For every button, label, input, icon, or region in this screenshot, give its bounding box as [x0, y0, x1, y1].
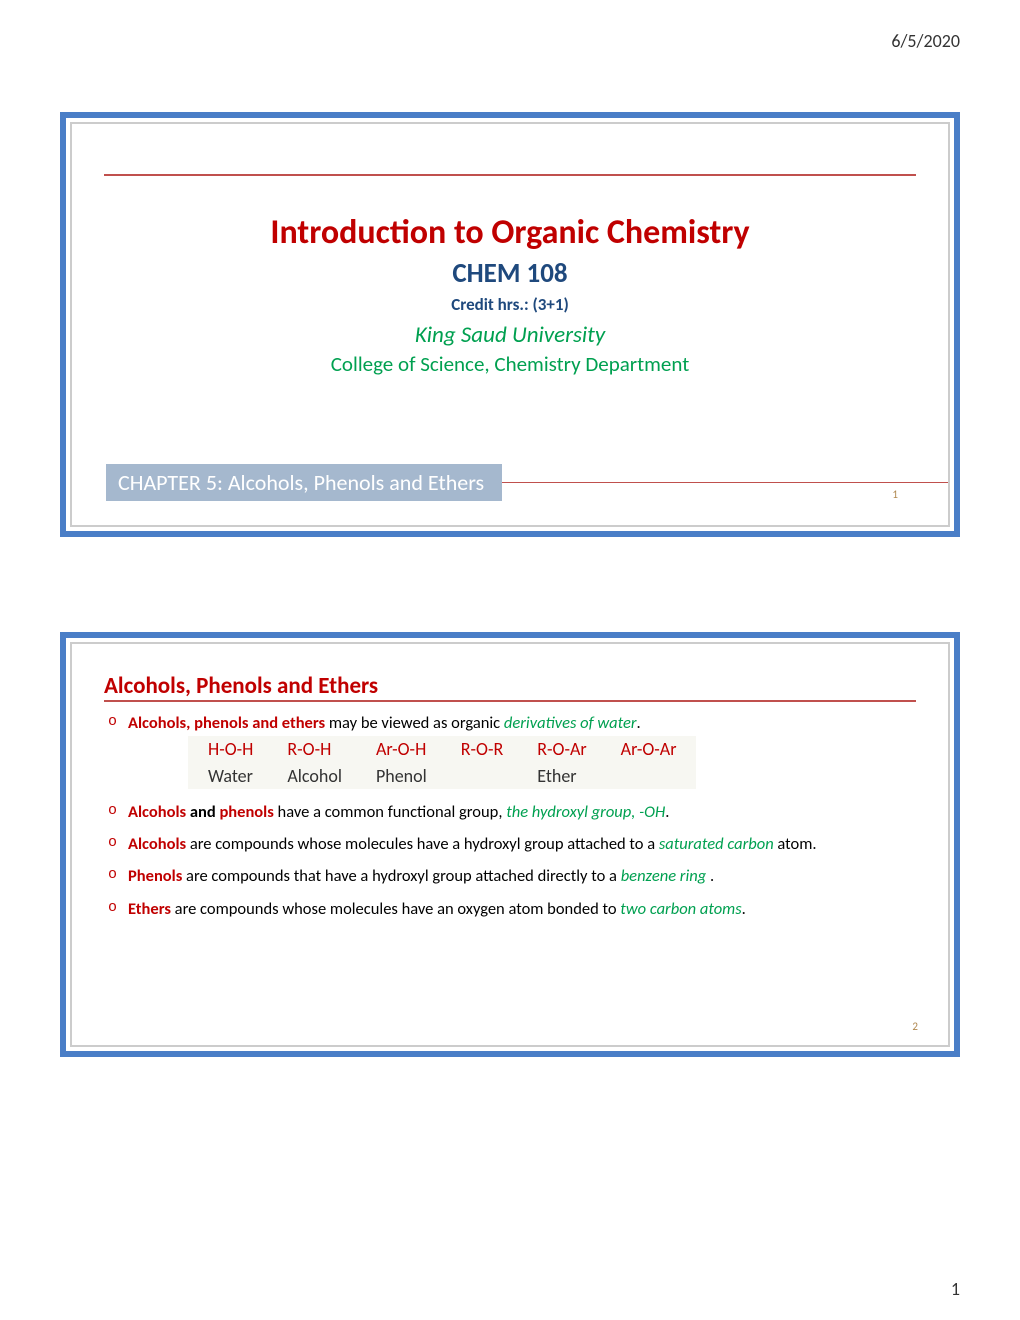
divider — [104, 174, 916, 176]
text: may be viewed as organic — [325, 713, 504, 733]
formula-cell: R-O-R — [447, 736, 518, 762]
bullet-item: Alcohols, phenols and ethers may be view… — [104, 712, 916, 789]
keyword: Alcohols — [128, 834, 186, 854]
slide-number: 1 — [892, 488, 898, 501]
table-row: H-O-H R-O-H Ar-O-H R-O-R R-O-Ar Ar-O-Ar — [194, 736, 690, 762]
text: . — [637, 713, 641, 733]
slide-2-inner: Alcohols, Phenols and Ethers Alcohols, p… — [70, 642, 950, 1047]
chapter-bar: CHAPTER 5: Alcohols, Phenols and Ethers — [72, 464, 948, 501]
label-cell: Phenol — [362, 763, 441, 789]
slide-2: Alcohols, Phenols and Ethers Alcohols, p… — [60, 632, 960, 1057]
bullet-item: Ethers are compounds whose molecules hav… — [104, 898, 916, 920]
text: . — [665, 802, 669, 822]
bullet-item: Phenols are compounds that have a hydrox… — [104, 865, 916, 887]
formula-cell: R-O-H — [273, 736, 356, 762]
bullet-item: Alcohols are compounds whose molecules h… — [104, 833, 916, 855]
formula-cell: Ar-O-H — [362, 736, 441, 762]
university-name: King Saud University — [104, 321, 916, 349]
chapter-title: CHAPTER 5: Alcohols, Phenols and Ethers — [106, 464, 502, 501]
emphasis: benzene ring — [621, 866, 710, 886]
formula-cell: R-O-Ar — [523, 736, 600, 762]
keyword: phenols — [219, 802, 273, 822]
keyword: Alcohols — [128, 802, 186, 822]
label-cell: Water — [194, 763, 267, 789]
slide-heading: Alcohols, Phenols and Ethers — [104, 672, 916, 702]
divider — [502, 482, 948, 483]
label-cell — [447, 763, 518, 789]
emphasis: derivatives of water — [504, 713, 637, 733]
bullet-item: Alcohols and phenols have a common funct… — [104, 801, 916, 823]
text: . — [742, 899, 746, 919]
bullet-list: Alcohols, phenols and ethers may be view… — [104, 712, 916, 920]
document-date: 6/5/2020 — [60, 30, 960, 52]
formula-table: H-O-H R-O-H Ar-O-H R-O-R R-O-Ar Ar-O-Ar … — [188, 736, 696, 789]
emphasis: two carbon atoms — [620, 899, 741, 919]
page-number: 1 — [951, 1278, 960, 1300]
emphasis: the hydroxyl group, -OH — [506, 802, 665, 822]
text: are compounds that have a hydroxyl group… — [182, 866, 620, 886]
slide-number: 2 — [912, 1020, 918, 1033]
emphasis: saturated carbon — [659, 834, 774, 854]
credit-hours: Credit hrs.: (3+1) — [104, 294, 916, 315]
text: are compounds whose molecules have an ox… — [171, 899, 620, 919]
formula-cell: Ar-O-Ar — [607, 736, 691, 762]
department-name: College of Science, Chemistry Department — [104, 351, 916, 377]
keyword: Phenols — [128, 866, 182, 886]
text: and — [186, 802, 219, 822]
text: . — [710, 866, 714, 886]
slide-1: Introduction to Organic Chemistry CHEM 1… — [60, 112, 960, 537]
label-cell: Ether — [523, 763, 600, 789]
formula-cell: H-O-H — [194, 736, 267, 762]
text: atom. — [774, 834, 817, 854]
text: are compounds whose molecules have a hyd… — [186, 834, 659, 854]
label-cell: Alcohol — [273, 763, 356, 789]
course-title: Introduction to Organic Chemistry — [104, 212, 916, 253]
keyword: Alcohols, phenols and ethers — [128, 713, 325, 733]
course-code: CHEM 108 — [104, 257, 916, 290]
text: have a common functional group, — [274, 802, 506, 822]
label-cell — [607, 763, 691, 789]
table-row: Water Alcohol Phenol Ether — [194, 763, 690, 789]
keyword: Ethers — [128, 899, 171, 919]
slide-1-inner: Introduction to Organic Chemistry CHEM 1… — [70, 122, 950, 527]
